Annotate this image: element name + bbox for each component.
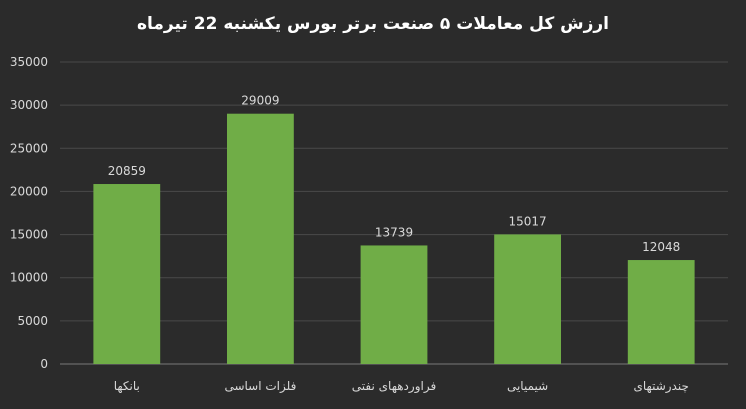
y-tick-label: 35000 xyxy=(10,55,48,69)
bar xyxy=(227,113,294,364)
bar xyxy=(494,234,561,364)
x-category-label: چندرشتهای xyxy=(634,379,689,394)
y-tick-label: 25000 xyxy=(10,141,48,155)
x-category-label: فراوردههای نفتی xyxy=(352,379,436,394)
data-label: 15017 xyxy=(509,214,547,228)
y-tick-label: 20000 xyxy=(10,184,48,198)
y-tick-label: 30000 xyxy=(10,98,48,112)
bar xyxy=(627,260,695,364)
x-category-label: فلزات اساسی xyxy=(224,379,296,394)
bar xyxy=(93,184,161,364)
data-label: 13739 xyxy=(375,225,413,239)
y-tick-label: 0 xyxy=(40,357,48,371)
y-tick-label: 15000 xyxy=(10,228,48,242)
data-label: 12048 xyxy=(642,240,680,254)
data-label: 29009 xyxy=(241,94,279,108)
x-category-label: شیمیایی xyxy=(507,379,548,393)
y-tick-label: 10000 xyxy=(10,271,48,285)
x-category-label: بانکها xyxy=(114,379,140,393)
data-label: 20859 xyxy=(108,164,146,178)
bar xyxy=(360,245,428,364)
chart-title: ارزش کل معاملات ۵ صنعت برتر بورس یکشنبه … xyxy=(136,14,610,34)
y-tick-label: 5000 xyxy=(17,314,48,328)
